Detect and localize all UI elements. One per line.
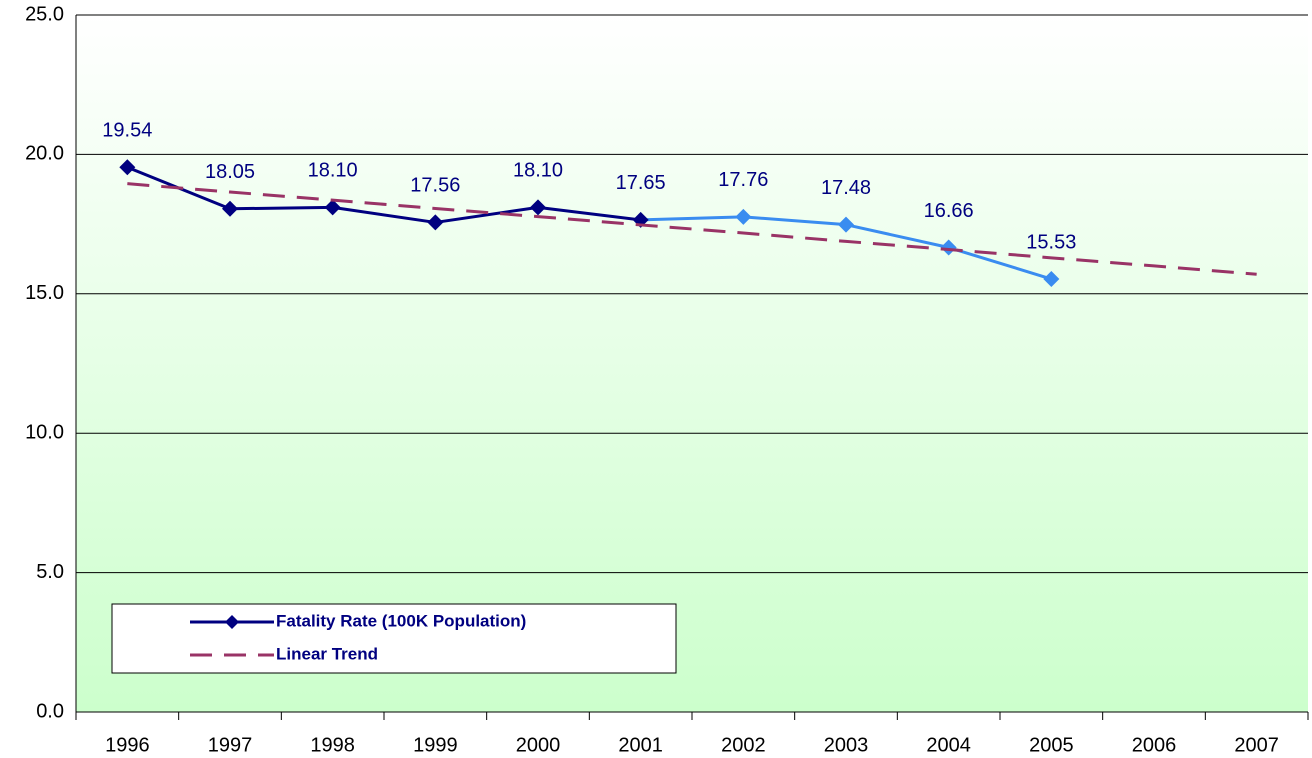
marker	[838, 216, 854, 233]
x-tick-label: 2003	[824, 734, 869, 756]
line-segment	[229, 205, 333, 211]
marker	[222, 200, 238, 217]
x-tick-label: 1998	[310, 734, 355, 756]
data-label: 17.65	[616, 172, 666, 194]
x-tick-label: 2005	[1029, 734, 1074, 756]
marker	[940, 239, 957, 256]
x-tick-label: 2007	[1234, 734, 1279, 756]
marker	[119, 159, 136, 176]
data-label: 19.54	[102, 120, 152, 142]
x-tick-label: 2001	[618, 734, 663, 756]
y-tick-label: 10.0	[25, 421, 64, 443]
x-tick-label: 2004	[926, 734, 971, 756]
legend-box	[111, 603, 677, 674]
data-label: 17.48	[821, 177, 871, 199]
legend-label: Fatality Rate (100K Population)	[276, 611, 526, 630]
x-tick-label: 1996	[105, 734, 150, 756]
data-label: 16.66	[924, 200, 974, 222]
marker	[1043, 271, 1060, 288]
data-label: 17.76	[718, 169, 768, 191]
y-tick-label: 15.0	[25, 282, 64, 304]
line-segment	[332, 205, 436, 224]
plot-area	[76, 15, 1308, 712]
data-label: 18.10	[513, 160, 563, 182]
line-segment	[845, 223, 949, 249]
line-segment	[948, 246, 1052, 281]
marker	[735, 208, 752, 225]
legend-label: Linear Trend	[276, 644, 378, 663]
marker	[324, 199, 341, 216]
data-label: 18.05	[205, 161, 255, 183]
legend-marker	[225, 615, 239, 629]
line-segment	[640, 215, 744, 222]
x-tick-label: 2000	[516, 734, 561, 756]
line-segment	[743, 215, 847, 227]
x-tick-label: 1997	[208, 734, 253, 756]
marker	[530, 199, 546, 216]
trend-line	[127, 182, 1257, 276]
x-tick-label: 2006	[1132, 734, 1177, 756]
x-tick-label: 2002	[721, 734, 766, 756]
y-tick-label: 5.0	[36, 561, 64, 583]
data-label: 15.53	[1026, 231, 1076, 253]
line-segment	[435, 205, 539, 224]
marker	[427, 214, 444, 231]
y-tick-label: 0.0	[36, 700, 64, 722]
x-tick-label: 1999	[413, 734, 458, 756]
y-tick-label: 25.0	[25, 3, 64, 25]
y-tick-label: 20.0	[25, 143, 64, 165]
line-segment	[537, 205, 641, 222]
data-label: 17.56	[410, 175, 460, 197]
data-label: 18.10	[308, 160, 358, 182]
